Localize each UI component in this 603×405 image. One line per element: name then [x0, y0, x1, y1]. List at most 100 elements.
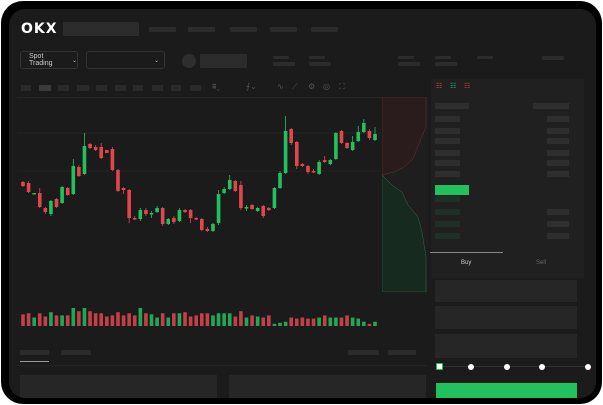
- divider: [17, 365, 427, 366]
- volume-bar: [278, 322, 282, 326]
- orderbook-price[interactable]: [435, 138, 460, 144]
- buy-tab-underline: [430, 252, 503, 253]
- orderbook-amount: [547, 128, 569, 134]
- buy-tab[interactable]: Buy: [461, 260, 472, 266]
- volume-bar: [60, 315, 64, 326]
- interval-tab[interactable]: [21, 85, 31, 91]
- orderbook-bids-icon[interactable]: ☷: [450, 83, 457, 90]
- volume-bar: [294, 318, 299, 326]
- candle: [345, 143, 349, 148]
- interval-tab[interactable]: [96, 85, 107, 91]
- orderbook-price[interactable]: [435, 196, 460, 202]
- candle: [110, 149, 115, 170]
- nav-item-2[interactable]: [188, 27, 215, 32]
- volume-bar: [166, 317, 171, 326]
- slider-step-100[interactable]: [585, 364, 591, 370]
- nav-item-3[interactable]: [230, 27, 257, 32]
- volume-bar: [267, 315, 271, 326]
- volume-bar: [250, 315, 254, 326]
- candle: [328, 160, 333, 164]
- interval-tab[interactable]: [133, 85, 143, 91]
- chevron-down-icon: ⌄: [153, 57, 159, 64]
- orderbook-amount: [547, 221, 569, 227]
- buy-button[interactable]: [436, 383, 577, 398]
- volume-bar: [155, 317, 159, 326]
- chevron-down-icon: ⌄: [71, 57, 77, 64]
- orderbook-price[interactable]: [435, 233, 460, 239]
- settings-icon[interactable]: ⚙: [308, 82, 316, 91]
- candle: [278, 173, 282, 188]
- pair-dropdown[interactable]: ⌄: [86, 51, 165, 69]
- interval-tab[interactable]: [58, 85, 69, 91]
- volume-bar: [283, 321, 288, 326]
- interval-tab[interactable]: [77, 85, 89, 91]
- pair-price: [200, 54, 247, 68]
- slider-track[interactable]: [439, 366, 589, 367]
- volume-bar: [233, 316, 238, 326]
- candle-type-icon[interactable]: ⩩⌄: [212, 82, 221, 91]
- indicator-icon[interactable]: ⨍⌄: [246, 82, 257, 91]
- candle: [350, 142, 355, 150]
- orderbook-price[interactable]: [435, 221, 460, 227]
- interval-tab-active[interactable]: [39, 85, 51, 91]
- interval-tab[interactable]: [171, 85, 181, 91]
- volume-bar: [132, 315, 137, 326]
- volume-bar: [88, 311, 92, 326]
- volume-bar: [345, 315, 349, 326]
- sell-tab[interactable]: Sell: [536, 260, 547, 266]
- last-price[interactable]: [435, 185, 469, 195]
- orderbook-asks-icon[interactable]: ☷: [464, 83, 471, 90]
- orderbook-price[interactable]: [435, 116, 460, 122]
- orderbook-both-icon[interactable]: ☷: [436, 83, 443, 90]
- fullscreen-icon[interactable]: ⛶: [339, 82, 345, 91]
- interval-tab[interactable]: [152, 85, 163, 91]
- orderbook-price[interactable]: [435, 209, 460, 215]
- interval-tab[interactable]: [190, 85, 201, 91]
- price-input[interactable]: [435, 280, 577, 302]
- candle: [172, 218, 176, 222]
- candle: [60, 187, 64, 203]
- volume-bar: [149, 314, 154, 326]
- candle: [149, 213, 154, 215]
- volume-bar: [71, 308, 76, 326]
- candlestick-chart[interactable]: [9, 9, 429, 339]
- slider-step-75[interactable]: [539, 364, 545, 370]
- slider-step-25[interactable]: [468, 364, 474, 370]
- volume-bar: [317, 317, 321, 326]
- volume-bar: [339, 317, 344, 326]
- candle: [166, 219, 171, 224]
- line-tool-icon[interactable]: ∿: [277, 82, 284, 91]
- okx-logo[interactable]: OKX: [21, 21, 58, 37]
- slider-handle[interactable]: [436, 363, 443, 370]
- volume-bar: [110, 315, 115, 326]
- orderbook-header-price: [435, 103, 469, 109]
- bottom-tab-history[interactable]: [61, 350, 91, 355]
- search-bar[interactable]: [63, 22, 139, 36]
- nav-item-1[interactable]: [149, 27, 176, 32]
- bottom-action[interactable]: [388, 350, 416, 355]
- orderbook-price[interactable]: [435, 128, 460, 134]
- orderbook-amount: [547, 209, 569, 215]
- stat-label: [273, 56, 289, 59]
- total-input[interactable]: [435, 334, 577, 358]
- market-selector[interactable]: Spot Trading ⌄: [20, 51, 78, 69]
- slider-step-50[interactable]: [504, 364, 510, 370]
- volume-bar: [188, 316, 193, 326]
- orderbook-price[interactable]: [435, 171, 460, 177]
- amount-input[interactable]: [435, 306, 577, 329]
- candle: [99, 147, 104, 158]
- camera-icon[interactable]: ◎: [323, 82, 330, 91]
- candle: [138, 210, 143, 219]
- stat-label: [477, 56, 493, 59]
- nav-item-5[interactable]: [311, 27, 338, 32]
- orderbook-price[interactable]: [435, 150, 460, 156]
- nav-item-4[interactable]: [270, 27, 297, 32]
- draw-icon[interactable]: ⟋: [292, 82, 298, 91]
- volume-bar: [216, 313, 221, 326]
- bottom-action[interactable]: [348, 350, 379, 355]
- bottom-tab-orders[interactable]: [20, 350, 49, 355]
- candle: [205, 229, 210, 231]
- orderbook-price[interactable]: [435, 160, 460, 166]
- volume-bar: [244, 317, 249, 326]
- interval-tab[interactable]: [115, 85, 126, 91]
